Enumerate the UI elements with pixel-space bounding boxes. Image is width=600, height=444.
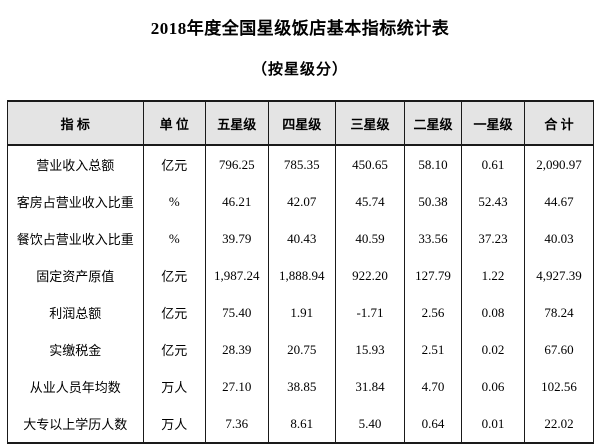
value-cell: 785.35: [267, 145, 336, 183]
value-cell: 75.40: [204, 294, 269, 331]
value-cell: 0.08: [460, 294, 526, 331]
value-cell: 0.64: [404, 405, 462, 443]
unit-cell: %: [143, 183, 206, 220]
header-cell: 三星级: [334, 101, 406, 146]
table-row: 客房占营业收入比重% 46.21 42.07 45.74 50.38 52.43 44.67: [6, 183, 594, 220]
value-cell: 58.10: [404, 145, 462, 183]
unit-cell: 亿元: [143, 331, 206, 368]
value-cell: 0.02: [460, 331, 526, 368]
value-cell: 450.65: [334, 145, 406, 183]
table-header-row: 指 标单 位五星级 四星级 三星级 二星级 一星级合 计: [6, 101, 594, 146]
header-cell: 一星级: [460, 101, 526, 146]
table-row: 餐饮占营业收入比重% 39.79 40.43 40.59 33.56 37.23 40.03: [6, 220, 594, 257]
table-row: 利润总额 亿元 75.40 1.91 -1.71 2.56 0.08 78.24: [6, 294, 594, 331]
value-cell: 27.10: [204, 368, 269, 405]
value-cell: 0.01: [460, 405, 526, 443]
header-cell: 四星级: [267, 101, 336, 146]
unit-cell: 亿元: [143, 257, 206, 294]
value-cell: 5.40: [334, 405, 406, 443]
statistics-table: 指 标单 位五星级 四星级 三星级 二星级 一星级合 计 营业收入总额 亿元 796.25 7…: [6, 100, 594, 444]
value-cell: 15.93: [334, 331, 406, 368]
table-row: 从业人员年均数 万人 27.10 38.85 31.84 4.70 0.06 102.56: [6, 368, 594, 405]
indicator-cell: 营业收入总额: [6, 145, 145, 183]
header-cell: 五星级: [204, 101, 269, 146]
value-cell: 78.24: [524, 294, 594, 331]
table-row: 大专以上学历人数 万人 7.36 8.61 5.40 0.64 0.01 22.02: [6, 405, 594, 443]
unit-cell: %: [143, 220, 206, 257]
document-title: 2018年度全国星级饭店基本指标统计表: [150, 19, 450, 38]
indicator-cell: 大专以上学历人数: [6, 405, 145, 443]
indicator-cell: 实缴税金: [6, 331, 145, 368]
value-cell: 42.07: [267, 183, 336, 220]
value-cell: 28.39: [204, 331, 269, 368]
table-row: 实缴税金 亿元 28.39 20.75 15.93 2.51 0.02 67.60: [6, 331, 594, 368]
value-cell: 1,888.94: [267, 257, 336, 294]
value-cell: 45.74: [334, 183, 406, 220]
value-cell: 2,090.97: [524, 145, 594, 183]
value-cell: 52.43: [460, 183, 526, 220]
value-cell: 37.23: [460, 220, 526, 257]
value-cell: 8.61: [267, 405, 336, 443]
indicator-cell: 餐饮占营业收入比重: [6, 220, 145, 257]
value-cell: 0.06: [460, 368, 526, 405]
value-cell: 50.38: [404, 183, 462, 220]
value-cell: 4.70: [404, 368, 462, 405]
value-cell: 46.21: [204, 183, 269, 220]
header-cell: 单 位: [143, 101, 206, 146]
header-cell: 二星级: [404, 101, 462, 146]
value-cell: 31.84: [334, 368, 406, 405]
value-cell: 22.02: [524, 405, 594, 443]
value-cell: 922.20: [334, 257, 406, 294]
indicator-cell: 利润总额: [6, 294, 145, 331]
value-cell: 2.56: [404, 294, 462, 331]
unit-cell: 万人: [143, 405, 206, 443]
value-cell: 20.75: [267, 331, 336, 368]
value-cell: 40.59: [334, 220, 406, 257]
value-cell: 1.91: [267, 294, 336, 331]
value-cell: 102.56: [524, 368, 594, 405]
value-cell: -1.71: [334, 294, 406, 331]
value-cell: 40.03: [524, 220, 594, 257]
indicator-cell: 固定资产原值: [6, 257, 145, 294]
value-cell: 4,927.39: [524, 257, 594, 294]
unit-cell: 万人: [143, 368, 206, 405]
header-cell: 合 计: [524, 101, 594, 146]
unit-cell: 亿元: [143, 294, 206, 331]
value-cell: 38.85: [267, 368, 336, 405]
table-row: 营业收入总额 亿元 796.25 785.35 450.65 58.10 0.61 2,090…: [6, 145, 594, 183]
value-cell: 44.67: [524, 183, 594, 220]
table-row: 固定资产原值 亿元 1,987.24 1,888.94 922.20 127.79 1.22…: [6, 257, 594, 294]
unit-cell: 亿元: [143, 145, 206, 183]
value-cell: 2.51: [404, 331, 462, 368]
value-cell: 33.56: [404, 220, 462, 257]
header-cell: 指 标: [6, 101, 145, 146]
value-cell: 1,987.24: [204, 257, 269, 294]
value-cell: 796.25: [204, 145, 269, 183]
value-cell: 39.79: [204, 220, 269, 257]
document-subtitle: （按星级分）: [251, 62, 348, 78]
value-cell: 67.60: [524, 331, 594, 368]
value-cell: 7.36: [204, 405, 269, 443]
value-cell: 1.22: [460, 257, 526, 294]
indicator-cell: 从业人员年均数: [6, 368, 145, 405]
value-cell: 0.61: [460, 145, 526, 183]
value-cell: 40.43: [267, 220, 336, 257]
indicator-cell: 客房占营业收入比重: [6, 183, 145, 220]
value-cell: 127.79: [404, 257, 462, 294]
